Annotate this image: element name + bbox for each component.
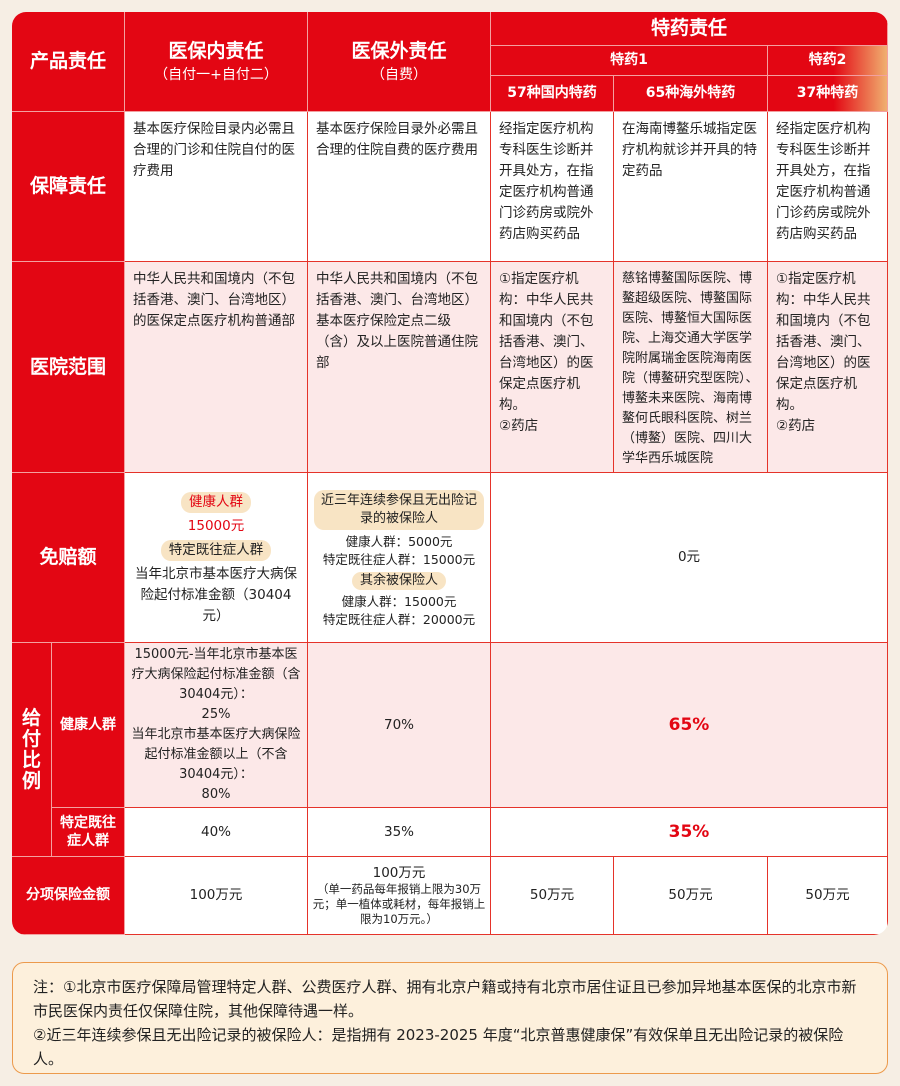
deductible-outer: 近三年连续参保且无出险记录的被保险人 健康人群：5000元 特定既往症人群：15… — [308, 473, 491, 643]
deductible-healthy-value: 15000元 — [187, 517, 245, 534]
ratio-pre-label: 特定既往症人群 — [52, 808, 125, 857]
amount-inner: 100万元 — [125, 857, 308, 935]
badge-preexisting: 特定既往症人群 — [160, 539, 272, 561]
row-label-ratio: 给付比例 — [12, 643, 52, 857]
ratio-pre-inner: 40% — [125, 808, 308, 857]
ratio-healthy-special: 65% — [491, 643, 888, 808]
coverage-inner: 基本医疗保险目录内必需且合理的门诊和住院自付的医疗费用 — [125, 112, 308, 262]
amount-overseas: 50万元 — [614, 857, 768, 935]
header-inner-sub: （自付一+自付二） — [154, 67, 278, 83]
row-label-coverage: 保障责任 — [12, 112, 125, 262]
header-inner: 医保内责任 （自付一+自付二） — [125, 12, 308, 112]
header-special1: 特药1 — [491, 46, 768, 76]
header-col-overseas: 65种海外特药 — [614, 76, 768, 112]
ratio-healthy-label: 健康人群 — [52, 643, 125, 808]
coverage-37: 经指定医疗机构专科医生诊断并开具处方，在指定医疗机构普通门诊药房或院外药店购买药… — [768, 112, 888, 262]
note-2: ②近三年连续参保且无出险记录的被保险人：是指拥有 2023-2025 年度“北京… — [33, 1026, 844, 1068]
coverage-outer: 基本医疗保险目录外必需且合理的住院自费的医疗费用 — [308, 112, 491, 262]
header-product: 产品责任 — [12, 12, 125, 112]
amount-37: 50万元 — [768, 857, 888, 935]
badge-no-claim: 近三年连续参保且无出险记录的被保险人 — [314, 489, 484, 530]
coverage-domestic: 经指定医疗机构专科医生诊断并开具处方，在指定医疗机构普通门诊药房或院外药店购买药… — [491, 112, 614, 262]
g1-pre: 特定既往症人群：15000元 — [322, 551, 476, 567]
deductible-inner: 健康人群 15000元 特定既往症人群 当年北京市基本医疗大病保险起付标准金额（… — [125, 473, 308, 643]
row-label-amount: 分项保险金额 — [12, 857, 125, 935]
header-outer-sub: （自费） — [371, 67, 427, 83]
header-special2: 特药2 — [768, 46, 888, 76]
g2-healthy: 健康人群：15000元 — [341, 593, 457, 609]
header-outer: 医保外责任 （自费） — [308, 12, 491, 112]
note-1: 注：①北京市医疗保障局管理特定人群、公费医疗人群、拥有北京户籍或持有北京市居住证… — [33, 978, 857, 1020]
header-special: 特药责任 — [491, 12, 888, 46]
amount-outer-value: 100万元 — [372, 865, 426, 881]
ratio-healthy-outer: 70% — [308, 643, 491, 808]
header-col-37: 37种特药 — [768, 76, 888, 112]
ratio-pre-special: 35% — [491, 808, 888, 857]
header-col-domestic: 57种国内特药 — [491, 76, 614, 112]
row-label-deductible: 免赔额 — [12, 473, 125, 643]
header-outer-title: 医保外责任 — [351, 40, 447, 62]
row-label-hospital: 医院范围 — [12, 262, 125, 473]
g2-pre: 特定既往症人群：20000元 — [322, 611, 476, 627]
header-inner-title: 医保内责任 — [168, 40, 264, 62]
deductible-special: 0元 — [491, 473, 888, 643]
badge-healthy: 健康人群 — [181, 491, 251, 513]
hospital-domestic: ①指定医疗机构：中华人民共和国境内（不包括香港、澳门、台湾地区）的医保定点医疗机… — [491, 262, 614, 473]
deductible-pre-value: 当年北京市基本医疗大病保险起付标准金额（30404元） — [135, 565, 297, 624]
notes-box: 注：①北京市医疗保障局管理特定人群、公费医疗人群、拥有北京户籍或持有北京市居住证… — [12, 962, 888, 1074]
amount-domestic: 50万元 — [491, 857, 614, 935]
hospital-37: ①指定医疗机构：中华人民共和国境内（不包括香港、澳门、台湾地区）的医保定点医疗机… — [768, 262, 888, 473]
ratio-pre-outer: 35% — [308, 808, 491, 857]
g1-healthy: 健康人群：5000元 — [345, 533, 453, 549]
amount-outer: 100万元 （单一药品每年报销上限为30万元；单一植体或耗材，每年报销上限为10… — [308, 857, 491, 935]
coverage-overseas: 在海南博鳌乐城指定医疗机构就诊并开具的特定药品 — [614, 112, 768, 262]
hospital-overseas: 慈铭博鳌国际医院、博鳌超级医院、博鳌国际医院、博鳌恒大国际医院、上海交通大学医学… — [614, 262, 768, 473]
amount-outer-note: （单一药品每年报销上限为30万元；单一植体或耗材，每年报销上限为10万元。） — [312, 882, 486, 926]
coverage-table: 产品责任 医保内责任 （自付一+自付二） 医保外责任 （自费） 特药责任 特药1… — [12, 12, 888, 935]
badge-others: 其余被保险人 — [351, 571, 446, 590]
hospital-outer: 中华人民共和国境内（不包括香港、澳门、台湾地区）基本医疗保险定点二级（含）及以上… — [308, 262, 491, 473]
hospital-inner: 中华人民共和国境内（不包括香港、澳门、台湾地区）的医保定点医疗机构普通部 — [125, 262, 308, 473]
ratio-healthy-inner: 15000元-当年北京市基本医疗大病保险起付标准金额（含30404元）： 25%… — [125, 643, 308, 808]
